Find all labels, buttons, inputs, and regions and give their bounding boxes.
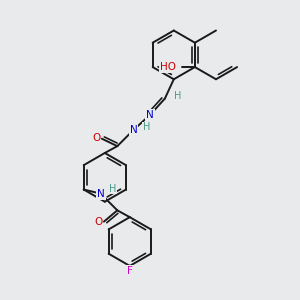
Text: N: N — [97, 189, 105, 199]
Text: N: N — [146, 110, 154, 120]
Text: N: N — [130, 125, 137, 135]
Text: H: H — [143, 122, 151, 132]
Text: HO: HO — [160, 62, 176, 72]
Text: H: H — [109, 184, 116, 194]
Text: F: F — [127, 266, 133, 276]
Text: H: H — [174, 91, 182, 100]
Text: O: O — [94, 217, 102, 226]
Text: O: O — [92, 133, 100, 143]
